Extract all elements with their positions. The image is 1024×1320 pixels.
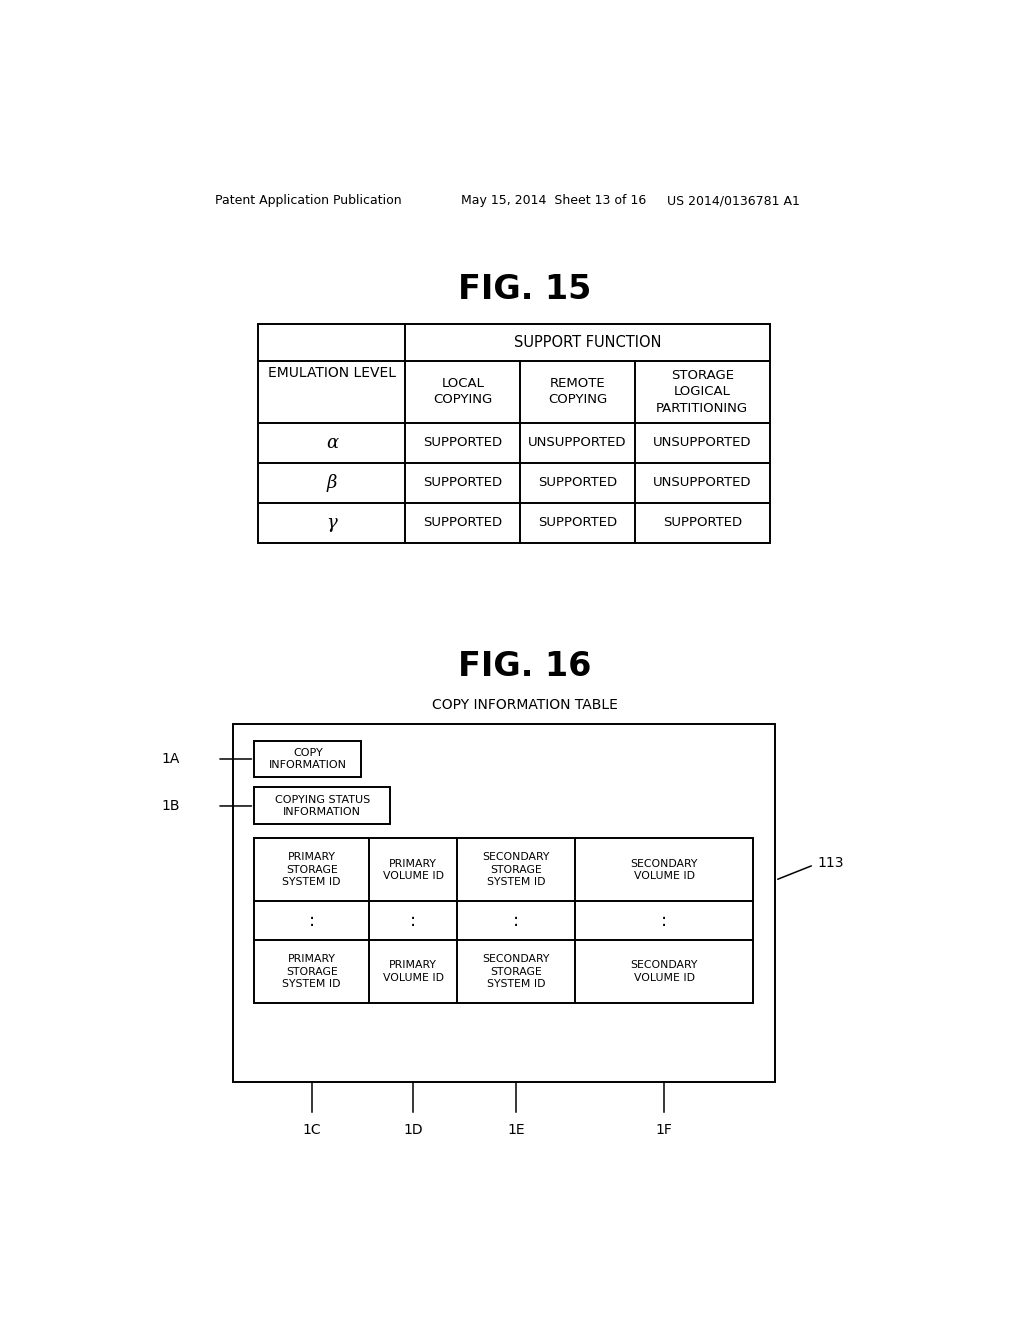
Text: REMOTE
COPYING: REMOTE COPYING: [548, 378, 607, 407]
Text: COPY INFORMATION TABLE: COPY INFORMATION TABLE: [432, 698, 617, 711]
Text: SECONDARY
VOLUME ID: SECONDARY VOLUME ID: [631, 859, 698, 880]
Text: PRIMARY
VOLUME ID: PRIMARY VOLUME ID: [383, 961, 443, 982]
Text: SECONDARY
VOLUME ID: SECONDARY VOLUME ID: [631, 961, 698, 982]
Text: SUPPORTED: SUPPORTED: [538, 516, 617, 529]
Text: :: :: [513, 912, 519, 929]
Text: SUPPORTED: SUPPORTED: [663, 516, 741, 529]
Text: SECONDARY
STORAGE
SYSTEM ID: SECONDARY STORAGE SYSTEM ID: [482, 954, 550, 989]
Text: 1F: 1F: [655, 1123, 673, 1137]
Bar: [232, 725, 775, 1082]
Text: STORAGE
LOGICAL
PARTITIONING: STORAGE LOGICAL PARTITIONING: [656, 368, 749, 414]
Text: SUPPORTED: SUPPORTED: [423, 477, 503, 490]
Text: EMULATION LEVEL: EMULATION LEVEL: [268, 366, 396, 380]
Text: UNSUPPORTED: UNSUPPORTED: [528, 436, 627, 449]
Text: FIG. 16: FIG. 16: [458, 651, 592, 684]
Text: PRIMARY
VOLUME ID: PRIMARY VOLUME ID: [383, 859, 443, 880]
Text: β: β: [327, 474, 337, 491]
Text: SUPPORTED: SUPPORTED: [423, 516, 503, 529]
Text: UNSUPPORTED: UNSUPPORTED: [653, 436, 752, 449]
Text: :: :: [308, 912, 314, 929]
Bar: [254, 788, 390, 825]
Text: α: α: [326, 433, 338, 451]
Text: SECONDARY
STORAGE
SYSTEM ID: SECONDARY STORAGE SYSTEM ID: [482, 853, 550, 887]
Text: PRIMARY
STORAGE
SYSTEM ID: PRIMARY STORAGE SYSTEM ID: [283, 853, 341, 887]
Text: COPY
INFORMATION: COPY INFORMATION: [268, 748, 347, 770]
Text: :: :: [411, 912, 417, 929]
Text: γ: γ: [327, 513, 337, 532]
Text: COPYING STATUS
INFORMATION: COPYING STATUS INFORMATION: [274, 795, 370, 817]
Text: 1A: 1A: [162, 752, 180, 766]
Text: 1C: 1C: [302, 1123, 321, 1137]
Text: LOCAL
COPYING: LOCAL COPYING: [433, 378, 493, 407]
Bar: [254, 742, 361, 776]
Text: US 2014/0136781 A1: US 2014/0136781 A1: [667, 194, 800, 207]
Bar: [254, 838, 754, 1003]
Text: SUPPORTED: SUPPORTED: [538, 477, 617, 490]
Text: FIG. 15: FIG. 15: [458, 273, 592, 306]
Text: 1E: 1E: [508, 1123, 525, 1137]
Text: SUPPORTED: SUPPORTED: [423, 436, 503, 449]
Text: :: :: [662, 912, 668, 929]
Bar: [258, 323, 770, 543]
Text: SUPPORT FUNCTION: SUPPORT FUNCTION: [514, 335, 662, 350]
Text: May 15, 2014  Sheet 13 of 16: May 15, 2014 Sheet 13 of 16: [461, 194, 646, 207]
Text: Patent Application Publication: Patent Application Publication: [215, 194, 401, 207]
Text: 113: 113: [818, 857, 844, 870]
Text: 1D: 1D: [403, 1123, 423, 1137]
Text: UNSUPPORTED: UNSUPPORTED: [653, 477, 752, 490]
Text: PRIMARY
STORAGE
SYSTEM ID: PRIMARY STORAGE SYSTEM ID: [283, 954, 341, 989]
Text: 1B: 1B: [162, 799, 180, 813]
